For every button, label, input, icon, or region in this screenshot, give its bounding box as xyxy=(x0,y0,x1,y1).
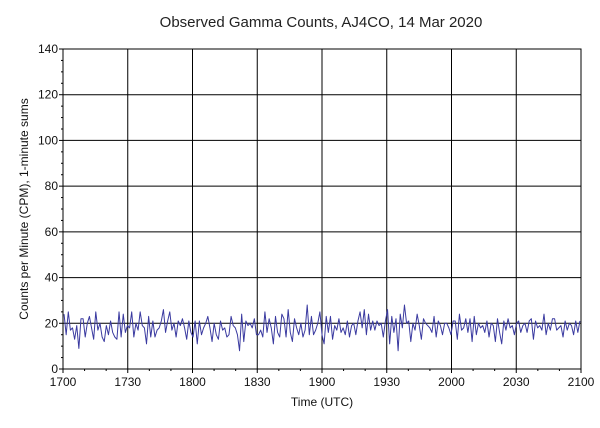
x-axis-label: Time (UTC) xyxy=(291,395,353,409)
tick-labels: 0 20 40 60 80 100 120 140 1700 1730 1800 1830 1900 19… xyxy=(38,42,595,389)
tick-marks xyxy=(59,48,582,373)
grid-lines xyxy=(63,49,581,369)
x-tick-label: 1900 xyxy=(309,375,336,389)
y-tick-label: 0 xyxy=(51,362,58,376)
x-tick-label: 1830 xyxy=(244,375,271,389)
x-tick-label: 2030 xyxy=(503,375,530,389)
y-tick-label: 60 xyxy=(45,225,59,239)
x-tick-label: 1930 xyxy=(373,375,400,389)
series-line-0 xyxy=(63,304,581,352)
x-tick-label: 1730 xyxy=(114,375,141,389)
x-tick-label: 2000 xyxy=(438,375,465,389)
y-axis-label: Counts per Minute (CPM), 1-minute sums xyxy=(17,98,31,319)
series-layer xyxy=(63,304,581,352)
y-tick-label: 140 xyxy=(38,42,58,56)
y-tick-label: 40 xyxy=(45,271,59,285)
x-tick-label: 2100 xyxy=(568,375,595,389)
chart-title: Observed Gamma Counts, AJ4CO, 14 Mar 202… xyxy=(160,14,483,31)
y-tick-label: 20 xyxy=(45,316,59,330)
x-tick-label: 1700 xyxy=(50,375,77,389)
y-tick-label: 80 xyxy=(45,179,59,193)
y-tick-label: 120 xyxy=(38,88,58,102)
x-tick-label: 1800 xyxy=(179,375,206,389)
y-tick-label: 100 xyxy=(38,133,58,147)
